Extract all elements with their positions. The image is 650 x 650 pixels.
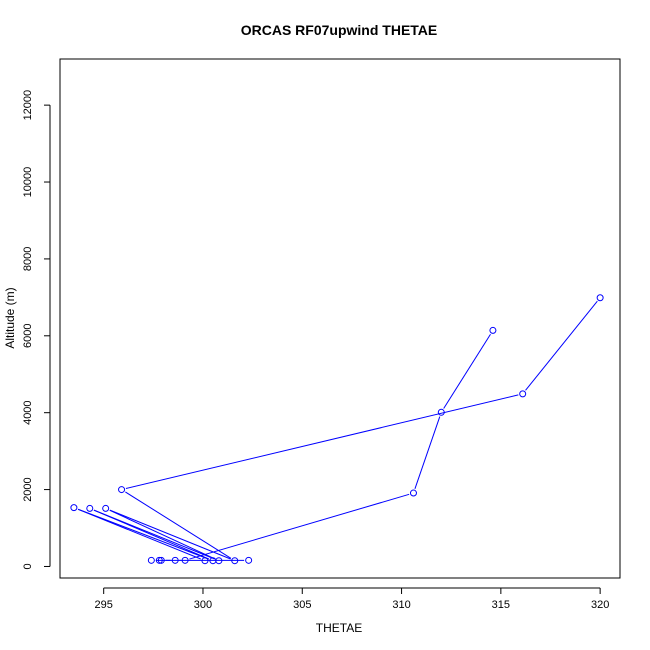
chart-title: ORCAS RF07upwind THETAE: [241, 22, 438, 38]
y-tick-label: 10000: [22, 167, 34, 198]
series-2-point: [409, 489, 417, 497]
series-1-point: [86, 504, 94, 512]
series-1-segment: [77, 508, 209, 560]
series-1-segment: [525, 300, 598, 391]
series-1-point: [596, 294, 604, 302]
series-1-segment: [77, 508, 201, 560]
series-2-point: [437, 408, 445, 416]
series-1-segment: [93, 509, 215, 560]
y-tick-label: 0: [22, 563, 34, 569]
y-tick-label: 6000: [22, 324, 34, 348]
series-2-segment: [443, 333, 491, 409]
x-tick-label: 300: [194, 599, 212, 611]
series-1-point: [70, 504, 78, 512]
series-1-segment: [125, 491, 232, 559]
series-2-point: [171, 556, 179, 564]
x-tick-label: 320: [591, 599, 609, 611]
series-2-point: [147, 556, 155, 564]
x-axis: 295 300 305 310 315 320: [95, 587, 609, 611]
x-axis-label: THETAE: [316, 621, 362, 635]
series-1-segment: [109, 509, 231, 560]
series-1-segment: [109, 509, 215, 560]
y-tick-label: 8000: [22, 247, 34, 271]
series-1-point: [519, 390, 527, 398]
y-tick-label: 12000: [22, 90, 34, 121]
y-axis: 0 2000 4000 6000 8000 10000 12000: [22, 90, 51, 570]
series-1-point: [118, 486, 126, 494]
series-2-point: [181, 556, 189, 564]
series-2-point: [157, 556, 165, 564]
x-tick-label: 295: [95, 599, 113, 611]
series-1-segment: [125, 394, 519, 490]
plot-area-frame: [59, 58, 621, 579]
series-2-point: [245, 556, 253, 564]
x-tick-label: 305: [293, 599, 311, 611]
y-tick-label: 4000: [22, 400, 34, 424]
y-tick-label: 2000: [22, 477, 34, 501]
series-2-point: [155, 556, 163, 564]
series-layer: [70, 294, 604, 565]
x-tick-label: 315: [492, 599, 510, 611]
x-tick-label: 310: [392, 599, 410, 611]
y-axis-label: Altitude (m): [3, 287, 17, 348]
series-2-segment: [414, 416, 441, 489]
series-2-point: [489, 326, 497, 334]
series-1-point: [102, 504, 110, 512]
series-2-segment: [189, 493, 410, 560]
